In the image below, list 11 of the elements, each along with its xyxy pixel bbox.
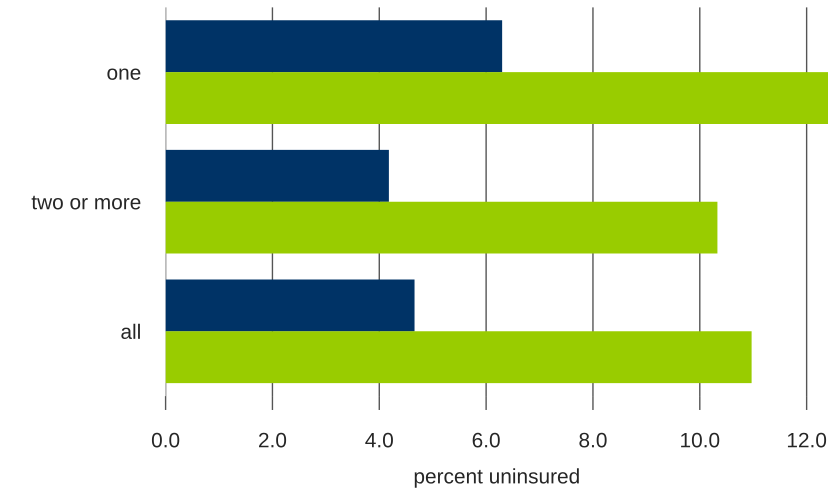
x-tick-label: 0.0: [152, 432, 180, 448]
y-tick-label: one: [107, 68, 140, 80]
x-tick-label: 8.0: [579, 432, 607, 448]
x-axis-title: percent uninsured: [414, 468, 579, 488]
x-tick-label: 2.0: [259, 432, 286, 448]
x-tick-label: 4.0: [365, 432, 393, 448]
x-tick-label: 10.0: [681, 432, 720, 448]
y-tick-label: two or more: [32, 196, 140, 210]
y-tick-label: all: [121, 324, 140, 340]
x-tick-label: 6.0: [472, 432, 500, 448]
x-tick-label: 12.0: [788, 432, 826, 448]
